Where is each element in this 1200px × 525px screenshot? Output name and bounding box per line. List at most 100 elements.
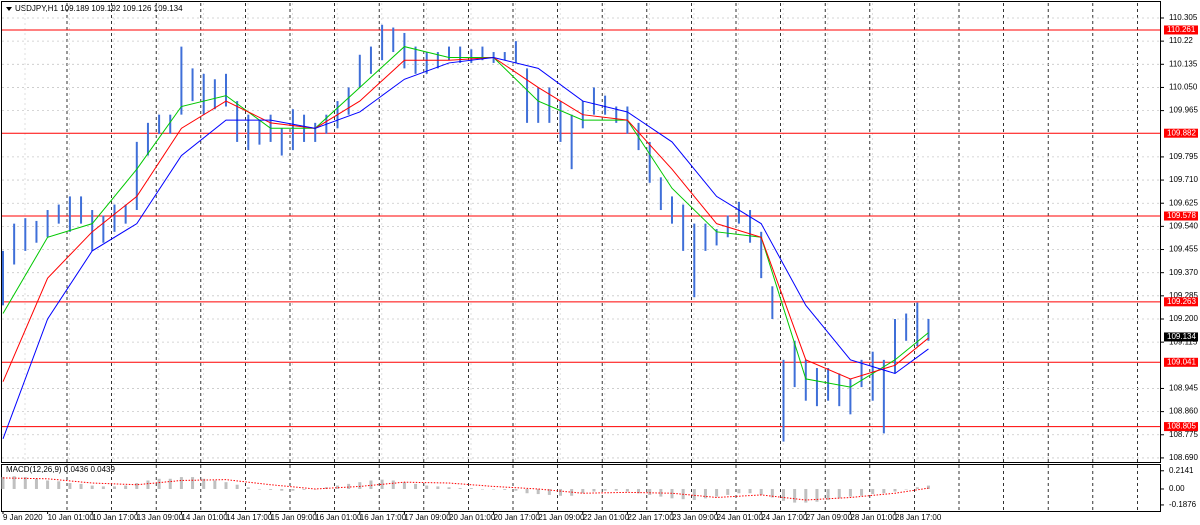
macd-bar [648,488,652,495]
x-tick-label: 22 Jan 17:00 [627,513,674,522]
macd-bar [168,478,172,489]
y-tick-label: 109.710 [1169,175,1198,184]
y-tick-label: 109.285 [1169,291,1198,300]
macd-bar [202,478,206,489]
macd-bar [882,488,886,494]
macd-bar [525,488,529,494]
x-tick-label: 14 Jan 01:00 [181,513,228,522]
macd-bar [826,488,830,501]
x-tick-label: 15 Jan 09:00 [271,513,318,522]
macd-bar [469,488,473,489]
macd-bar [659,488,663,497]
last-price-label: 109.134 [1167,332,1196,341]
macd-bar [848,488,852,497]
x-tick-label: 14 Jan 17:00 [226,513,273,522]
y-tick-label: 109.625 [1169,198,1198,207]
y-tick-label: 109.965 [1169,106,1198,115]
macd-bar [124,485,128,489]
macd-bar [23,477,27,489]
macd-bar [926,485,930,489]
macd-bar [113,486,116,489]
level-label: 110.261 [1167,25,1196,34]
x-tick-label: 23 Jan 09:00 [672,513,719,522]
y-tick-label: 110.135 [1169,59,1198,68]
x-tick-label: 9 Jan 2020 [3,513,43,522]
x-tick-label: 16 Jan 17:00 [360,513,407,522]
macd-bar [782,488,785,501]
macd-bar [759,488,763,495]
x-tick-label: 21 Jan 09:00 [538,513,585,522]
x-tick-label: 22 Jan 01:00 [583,513,630,522]
x-tick-label: 10 Jan 01:00 [48,513,95,522]
macd-bar [492,488,496,490]
macd-bar [246,487,250,489]
macd-bar [269,488,273,490]
macd-bar [224,482,228,489]
y-tick-label: 109.455 [1169,245,1198,254]
level-label: 109.041 [1167,357,1196,366]
macd-bar [425,485,429,489]
x-tick-label: 24 Jan 17:00 [761,513,808,522]
y-tick-label: 109.115 [1169,337,1198,346]
macd-bar [402,482,406,489]
main-panel [1,1,1161,463]
macd-bar [68,483,72,489]
macd-bar [804,488,808,503]
x-tick-label: 24 Jan 01:00 [717,513,764,522]
macd-bar [726,488,730,495]
y2-tick-label: -0.1876 [1169,500,1197,509]
macd-bar [46,480,50,489]
moving-average [2,56,929,382]
macd-bar [458,488,462,489]
level-label: 108.805 [1167,422,1196,431]
macd-bar [57,481,61,489]
macd-bar [302,488,306,490]
macd-bar [90,485,94,489]
level-label-box [1164,297,1198,307]
moving-average [2,46,929,388]
level-label-box [1164,211,1198,221]
x-tick-label: 28 Jan 01:00 [850,513,897,522]
macd-bar [793,488,797,503]
macd-bar [291,488,295,491]
macd-bar [514,488,518,491]
macd-bar [603,488,607,491]
macd-bar [280,488,284,491]
macd-bar [503,488,507,490]
macd-bar [915,487,919,489]
macd-bar [12,476,16,489]
level-label: 109.263 [1167,297,1196,306]
level-label-box [1164,422,1198,432]
macd-title: MACD(12,26,9) 0.0436 0.0439 [6,465,116,474]
macd-bar [480,488,484,490]
x-tick-label: 20 Jan 01:00 [449,513,496,522]
y-tick-label: 109.370 [1169,268,1198,277]
y-tick-label: 109.795 [1169,152,1198,161]
macd-bar [581,488,585,494]
macd-bar [157,478,161,489]
x-tick-label: 13 Jan 09:00 [137,513,184,522]
y-tick-label: 110.050 [1169,83,1198,92]
macd-bar [815,488,819,502]
macd-bar [625,488,629,492]
y-tick-label: 109.540 [1169,221,1198,230]
macd-bar [1,477,5,489]
x-tick-label: 28 Jan 17:00 [895,513,942,522]
macd-bar [748,488,752,494]
macd-bar [336,485,339,489]
macd-bar [871,488,875,495]
macd-bar [614,488,618,491]
x-tick-label: 27 Jan 09:00 [806,513,853,522]
level-label-box [1164,128,1198,138]
macd-bar [837,488,841,499]
y-tick-label: 108.775 [1169,430,1198,439]
chart-title: USDJPY,H1 109.189 109.192 109.126 109.13… [15,4,183,13]
macd-bar [703,488,707,499]
macd-bar [358,482,362,489]
macd-bar [369,480,373,489]
macd-bar [79,483,83,489]
macd-bar [101,486,105,489]
macd-bar [347,483,351,489]
